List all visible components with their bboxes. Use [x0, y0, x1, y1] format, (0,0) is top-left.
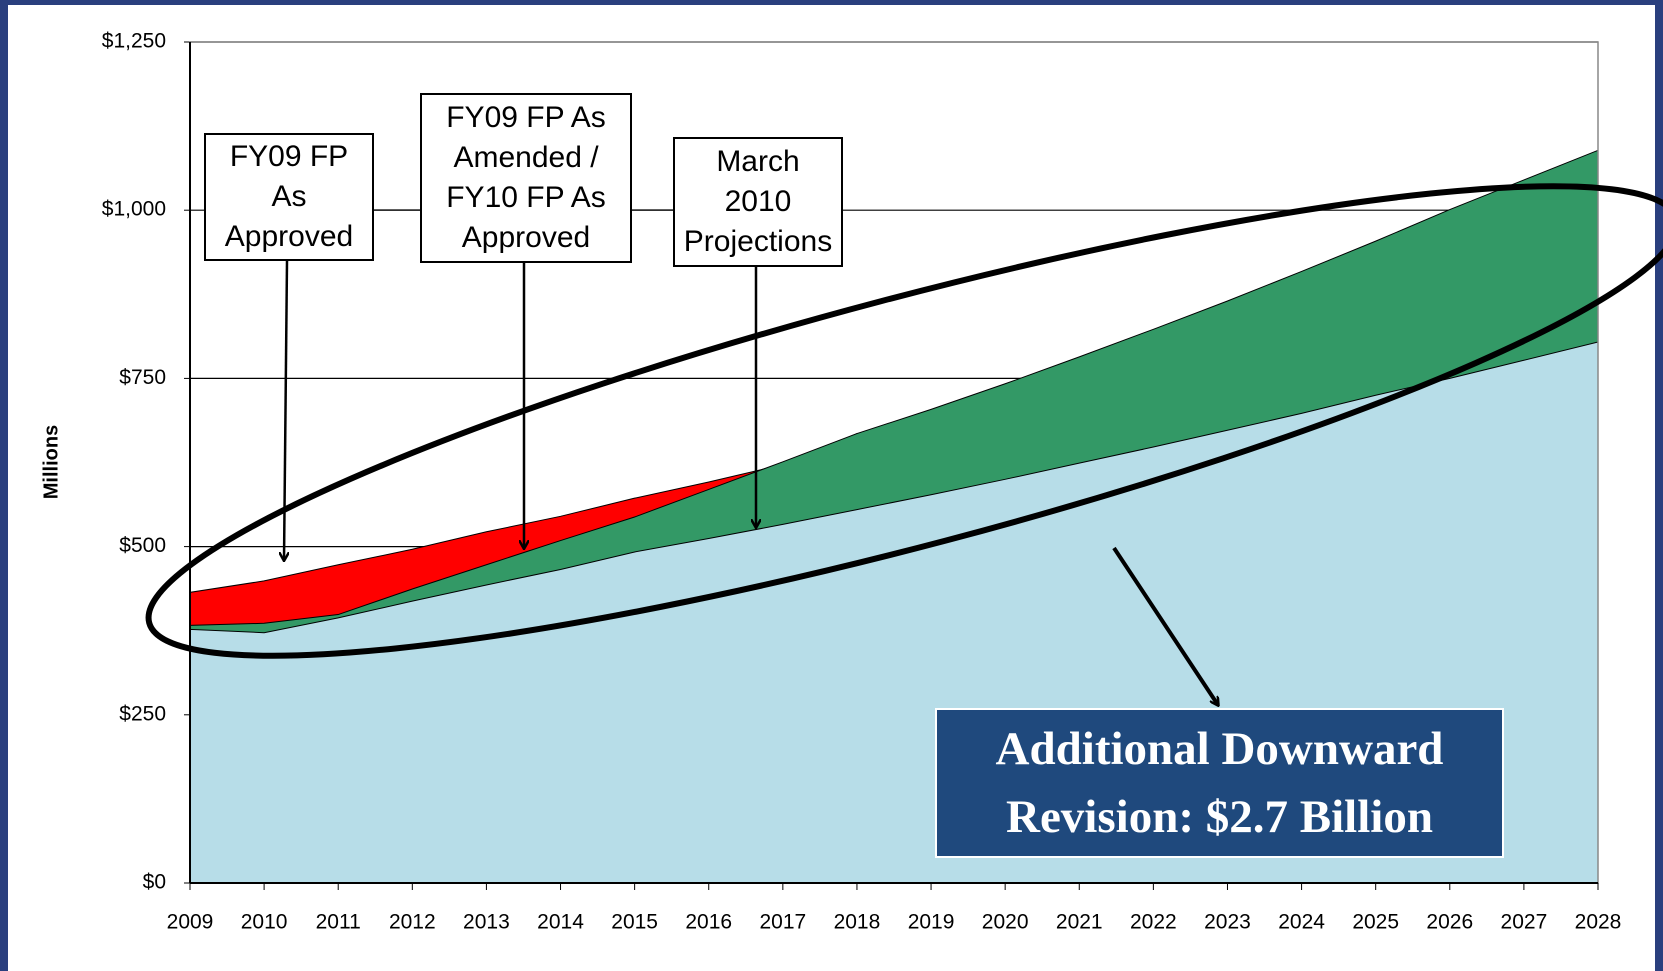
y-tick-label: $1,250 — [102, 30, 166, 53]
annotation-text: Additional Downward Revision: $2.7 Billi… — [995, 723, 1444, 843]
x-tick-label: 2018 — [834, 911, 881, 934]
x-tick-label: 2014 — [537, 911, 584, 934]
x-tick-label: 2013 — [463, 911, 510, 934]
x-tick-label: 2011 — [316, 911, 361, 934]
x-tick-label: 2022 — [1130, 911, 1177, 934]
y-tick-label: $750 — [119, 366, 166, 389]
x-tick-label: 2021 — [1056, 911, 1103, 934]
x-tick-label: 2010 — [241, 911, 288, 934]
y-tick-label: $0 — [143, 871, 166, 894]
arrow — [1112, 546, 1218, 705]
legend-box: FY09 FP As Amended / FY10 FP As Approved — [420, 93, 632, 263]
x-tick-label: 2028 — [1575, 911, 1622, 934]
x-tick-label: 2015 — [611, 911, 658, 934]
y-tick-label: $500 — [119, 534, 166, 557]
x-tick-label: 2025 — [1352, 911, 1399, 934]
x-tick-label: 2024 — [1278, 911, 1325, 934]
x-tick-label: 2027 — [1501, 911, 1548, 934]
highlight-ellipse — [145, 183, 1663, 659]
annotation-box: Additional Downward Revision: $2.7 Billi… — [935, 708, 1504, 858]
y-axis-label: Millions — [40, 425, 62, 499]
y-tick-label: $1,000 — [102, 198, 166, 221]
x-tick-label: 2016 — [685, 911, 732, 934]
x-tick-label: 2026 — [1426, 911, 1473, 934]
x-tick-label: 2019 — [908, 911, 955, 934]
x-tick-label: 2023 — [1204, 911, 1251, 934]
y-tick-label: $250 — [119, 702, 166, 725]
legend-box: FY09 FP As Approved — [204, 133, 374, 261]
x-tick-label: 2020 — [982, 911, 1029, 934]
arrow — [284, 260, 287, 560]
x-tick-label: 2009 — [167, 911, 214, 934]
x-tick-label: 2017 — [759, 911, 806, 934]
x-tick-label: 2012 — [389, 911, 436, 934]
legend-box: March 2010 Projections — [673, 137, 843, 267]
